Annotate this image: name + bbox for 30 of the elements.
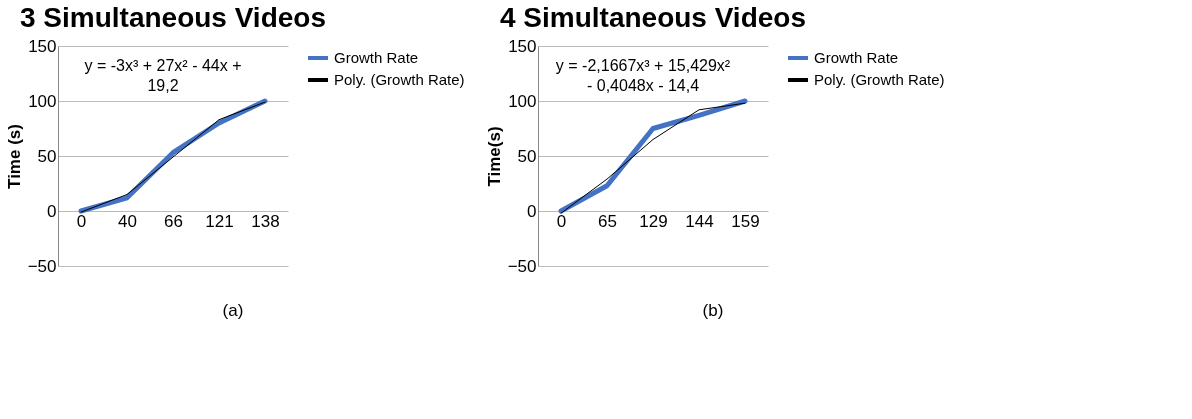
x-tick-label: 40 xyxy=(118,211,137,231)
chart-title: 4 Simultaneous Videos xyxy=(499,2,807,33)
x-tick-label: 144 xyxy=(685,211,714,231)
y-tick-label: −50 xyxy=(27,256,57,276)
y-tick-label: −50 xyxy=(507,256,537,276)
annotation: y = -3x³ + 27x² - 44x + 19,2 xyxy=(84,57,242,94)
legend-label: Poly. (Growth Rate) xyxy=(334,71,465,88)
y-tick-label: 150 xyxy=(28,36,57,56)
legend-label: Poly. (Growth Rate) xyxy=(814,71,945,88)
annotation: y = -2,1667x³ + 15,429x² - 0,4048x - 14,4 xyxy=(555,57,731,94)
x-tick-label: 0 xyxy=(556,211,567,231)
legend-label: Growth Rate xyxy=(334,49,419,66)
y-axis-title: Time (s) xyxy=(4,124,24,189)
y-tick-label: 50 xyxy=(37,146,57,166)
y-tick-label: 100 xyxy=(28,91,57,111)
x-tick-label: 65 xyxy=(598,211,617,231)
text: (b) xyxy=(702,301,724,320)
x-tick-label: 0 xyxy=(76,211,87,231)
x-tick-label: 129 xyxy=(639,211,668,231)
x-tick-label: 159 xyxy=(731,211,760,231)
legend-label: Growth Rate xyxy=(814,49,899,66)
y-tick-label: 100 xyxy=(508,91,537,111)
y-tick-label: 50 xyxy=(517,146,537,166)
x-tick-label: 66 xyxy=(164,211,183,231)
text: (a) xyxy=(222,301,244,320)
y-tick-label: 150 xyxy=(508,36,537,56)
x-tick-label: 138 xyxy=(251,211,280,231)
chart-title: 3 Simultaneous Videos xyxy=(19,2,327,33)
x-tick-label: 121 xyxy=(205,211,234,231)
y-axis-title: Time(s) xyxy=(484,126,504,187)
